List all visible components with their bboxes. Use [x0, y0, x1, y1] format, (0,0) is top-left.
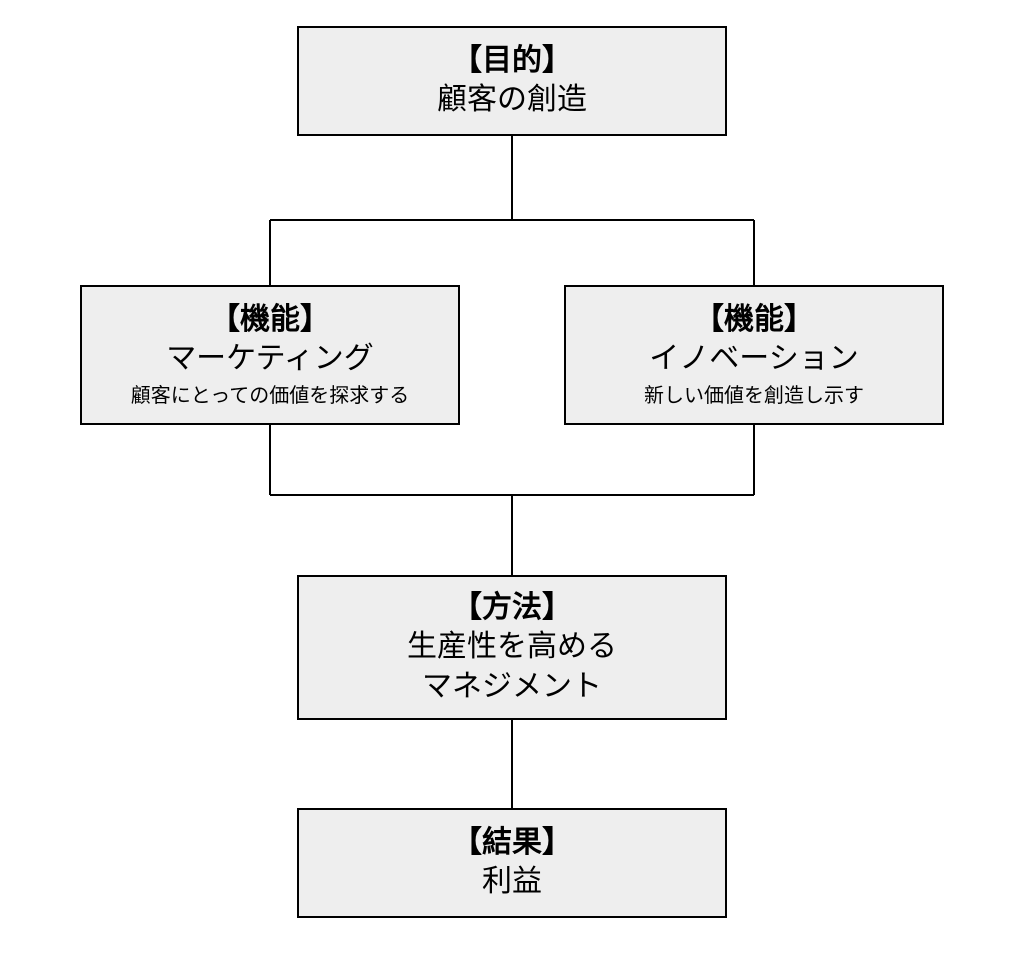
node-method: 【方法】 生産性を高める マネジメント [297, 575, 727, 720]
node-purpose-title: 【目的】 [452, 41, 572, 80]
node-method-body-line1: 生産性を高める [407, 627, 617, 668]
flowchart-diagram: 【目的】 顧客の創造 【機能】 マーケティング 顧客にとっての価値を探求する 【… [0, 0, 1024, 973]
node-innovation-note: 新しい価値を創造し示す [644, 382, 864, 410]
node-innovation-title: 【機能】 [694, 300, 814, 339]
node-method-title: 【方法】 [452, 588, 572, 627]
node-purpose-body: 顧客の創造 [437, 80, 587, 121]
node-result: 【結果】 利益 [297, 808, 727, 918]
node-method-body-line2: マネジメント [422, 667, 602, 708]
node-marketing-title: 【機能】 [210, 300, 330, 339]
node-purpose: 【目的】 顧客の創造 [297, 26, 727, 136]
node-result-body: 利益 [482, 862, 542, 903]
node-innovation: 【機能】 イノベーション 新しい価値を創造し示す [564, 285, 944, 425]
node-marketing: 【機能】 マーケティング 顧客にとっての価値を探求する [80, 285, 460, 425]
node-result-title: 【結果】 [452, 823, 572, 862]
node-marketing-note: 顧客にとっての価値を探求する [131, 382, 409, 410]
node-innovation-body: イノベーション [649, 339, 858, 380]
node-marketing-body: マーケティング [166, 339, 374, 380]
